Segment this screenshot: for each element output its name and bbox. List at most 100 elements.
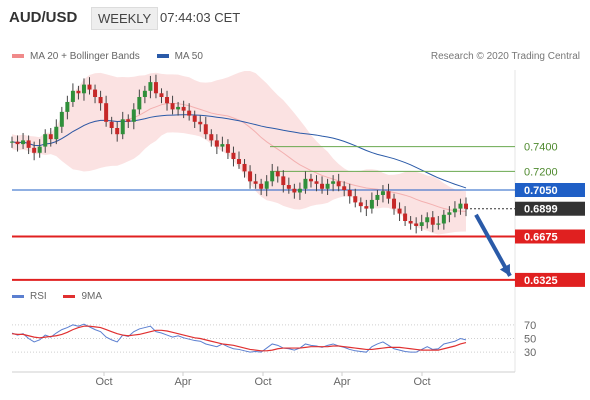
candle-body [264,181,269,189]
candle-body [165,97,170,104]
candle-body [430,217,435,225]
candle-body [15,141,20,145]
candle-body [142,90,147,97]
legend-item-9ma: 9MA [63,291,102,302]
legend-item-rsi: RSI [12,291,49,302]
candle-body [93,89,98,97]
candle-body [414,223,419,226]
forecast-arrow [474,213,512,277]
candle-body [375,194,380,200]
candle-body [209,134,214,141]
candle-body [148,82,153,91]
legend-item-ma50: MA 50 [156,51,203,62]
candle-body [408,221,413,224]
candle-body [248,171,253,182]
rsi-tick-label: 70 [524,320,536,332]
candle-body [115,128,120,135]
candle-body [358,202,363,207]
candle-body [76,90,81,94]
candle-body [170,103,175,110]
candle-body [452,208,457,213]
ma50-line [11,114,467,189]
candle-body [187,110,192,116]
candle-body [242,163,247,172]
candle-body [275,171,280,177]
candle-body [392,198,397,209]
candle-body [286,185,291,189]
price-legend: MA 20 + Bollinger Bands MA 50 [12,51,217,62]
level-label-3: 0.6899 [524,204,558,216]
clock-label: 07:44:03 CET [160,10,241,25]
candle-body [48,134,53,140]
candle-body [181,106,186,111]
candle-body [153,82,158,94]
candle-body [65,101,70,112]
candle-body [380,191,385,195]
ma50-legend-label: MA 50 [174,51,203,62]
candle-body [137,97,142,110]
ma9-legend-label: 9MA [81,291,103,302]
level-label-4: 0.6675 [524,232,558,244]
candle-body [419,222,424,226]
candle-body [436,223,441,225]
candle-body [297,188,302,193]
candle-body [220,144,225,147]
candle-body [131,109,136,122]
time-tick-label: Oct [254,376,271,388]
candle-body [10,141,14,143]
candle-body [231,152,236,159]
candle-body [126,119,131,122]
candle-body [120,119,125,135]
candle-body [192,115,197,122]
bb-swatch [12,54,24,59]
candle-body [198,121,203,125]
level-tag-3 [515,201,585,216]
candle-body [32,147,37,153]
legend-item-bb: MA 20 + Bollinger Bands [12,51,143,62]
candle-body [458,203,463,209]
candle-body [59,111,64,127]
candle-body [98,97,103,104]
candle-body [336,181,341,187]
candle-body [203,124,208,135]
candle-body [325,183,330,189]
candle-body [447,212,452,215]
rsi-tick-label: 50 [524,334,536,346]
candle-body [386,191,391,199]
candle-body [441,214,446,224]
candle-body [87,84,92,90]
time-tick-label: Apr [333,376,350,388]
candle-body [159,93,164,97]
candle-body [320,183,325,189]
candle-body [37,146,42,153]
candle-body [425,217,430,223]
level-label-5: 0.6325 [524,275,558,287]
candle-body [270,171,275,182]
candle-body [347,190,352,197]
symbol-label: AUD/USD [9,9,78,26]
candle-body [70,90,75,102]
ma50-swatch [156,54,169,59]
rsi-ma-line [11,325,467,352]
candle-body [214,140,219,147]
candle-body [314,181,319,184]
timeframe-button[interactable]: WEEKLY [91,7,159,30]
candle-body [308,178,313,182]
bb-legend-label: MA 20 + Bollinger Bands [30,51,140,62]
time-tick-label: Oct [95,376,112,388]
candle-body [403,213,408,221]
candle-body [54,126,59,140]
candle-body [237,159,241,164]
candle-body [397,208,402,214]
candle-body [259,183,264,189]
candle-body [369,199,374,209]
candle-body [21,140,26,145]
rsi-legend-label: RSI [30,291,47,302]
forecast-arrow-head [499,263,510,276]
candle-body [253,181,258,184]
rsi-tick-label: 30 [524,347,536,359]
time-tick-label: Oct [413,376,430,388]
candle-body [26,140,31,148]
candle-body [109,121,114,128]
